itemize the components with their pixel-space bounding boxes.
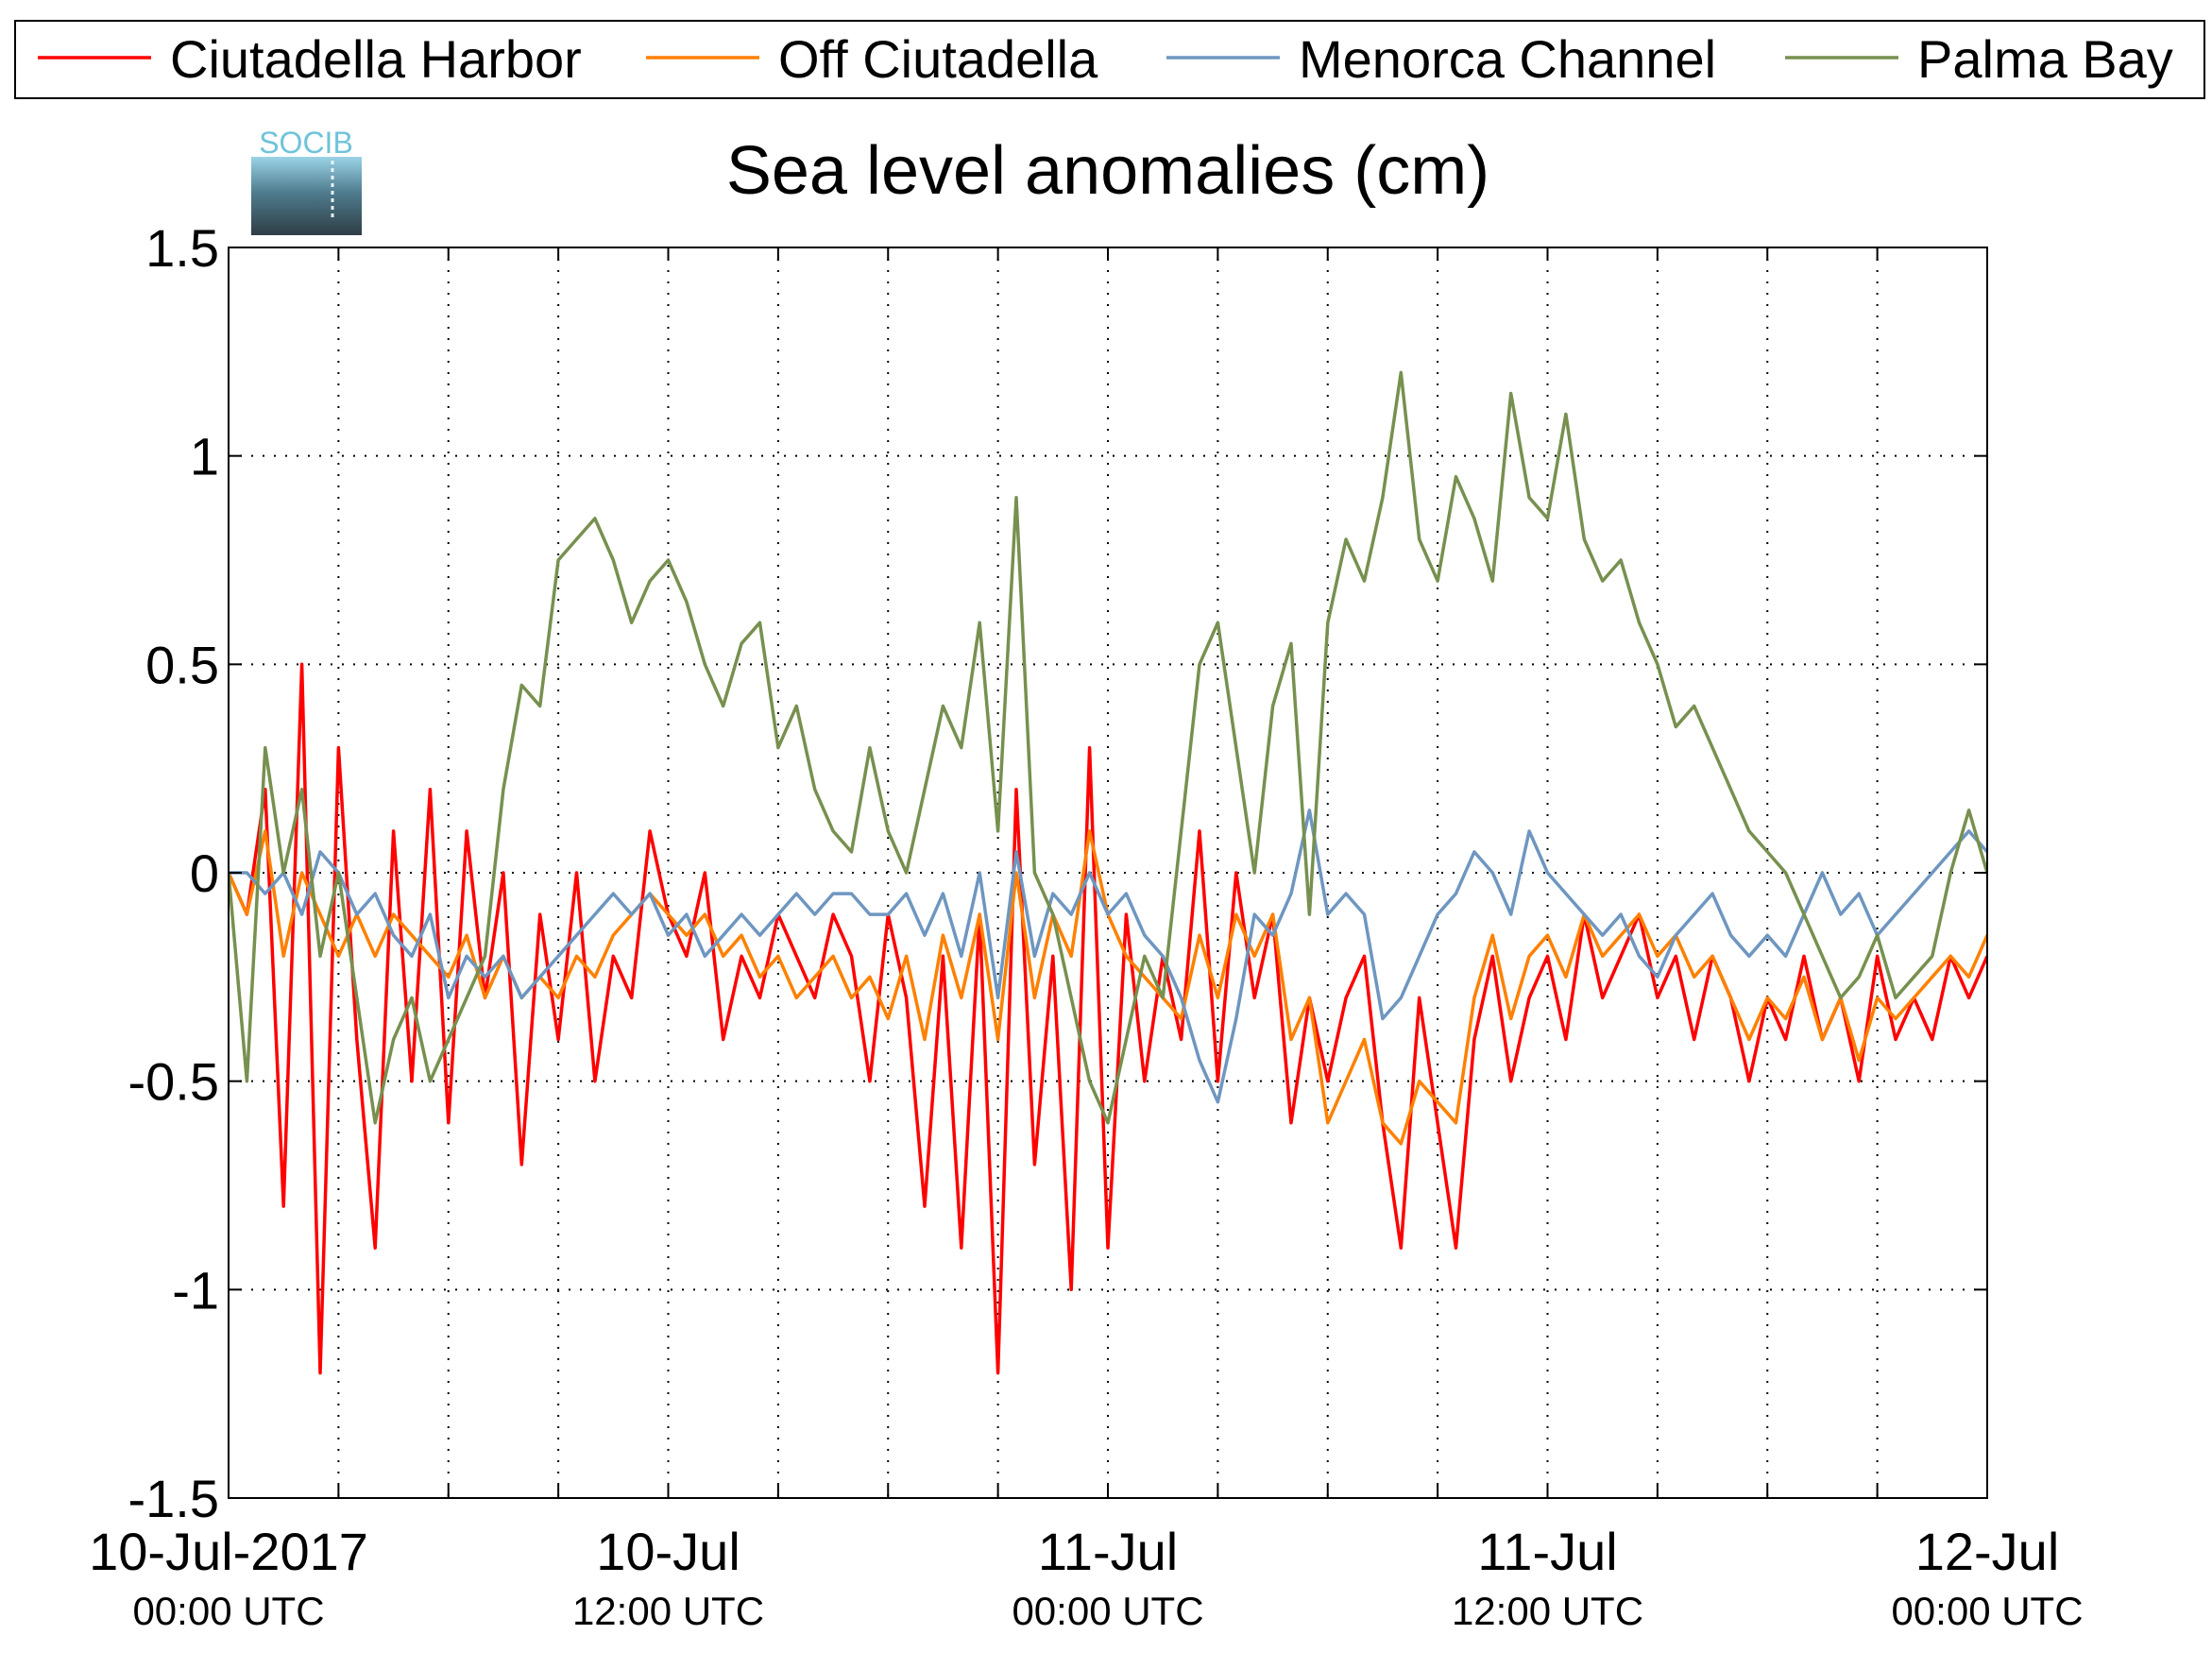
series-line-palma-bay: [229, 370, 1987, 1125]
x-tick-label-time: 12:00 UTC: [1452, 1589, 1643, 1633]
legend-items: Ciutadella Harbor Off Ciutadella Menorca C…: [38, 29, 2173, 89]
y-axis: 1.5 1 0.5 0 -0.5 -1 -1.5: [128, 218, 1987, 1528]
y-tick-label: 0: [190, 843, 219, 903]
legend-label: Off Ciutadella: [778, 29, 1098, 89]
logo-wave-block: [251, 157, 362, 235]
legend-label: Palma Bay: [1917, 29, 2173, 89]
x-axis: 10-Jul-2017 00:00 UTC 10-Jul 12:00 UTC 11-Ju…: [89, 247, 2084, 1633]
series-lines: [229, 370, 1987, 1375]
y-tick-label: -0.5: [128, 1052, 220, 1112]
series-line-menorca-channel: [229, 809, 1987, 1104]
y-tick-label: -1.5: [128, 1469, 220, 1528]
logo-text: SOCIB: [259, 126, 353, 160]
x-tick-label-date: 11-Jul: [1477, 1522, 1617, 1581]
legend-label: Ciutadella Harbor: [170, 29, 582, 89]
legend-box: [14, 20, 2205, 99]
y-tick-label: 1: [190, 427, 219, 486]
x-tick-label-time: 00:00 UTC: [1012, 1589, 1203, 1633]
x-tick-label-date: 12-Jul: [1915, 1522, 2060, 1581]
legend-label: Menorca Channel: [1299, 29, 1716, 89]
x-tick-label-date: 10-Jul-2017: [89, 1522, 368, 1581]
x-tick-label-date: 10-Jul: [596, 1522, 740, 1581]
chart-title: Sea level anomalies (cm): [726, 133, 1489, 209]
x-tick-label-time: 00:00 UTC: [1891, 1589, 2083, 1633]
socib-logo: SOCIB: [251, 126, 362, 235]
series-line-ciutadella-harbor: [229, 662, 1987, 1375]
x-tick-label-time: 00:00 UTC: [132, 1589, 324, 1633]
y-tick-label: 1.5: [145, 218, 219, 278]
x-tick-label-time: 12:00 UTC: [572, 1589, 764, 1633]
x-tick-label-date: 11-Jul: [1038, 1522, 1178, 1581]
y-tick-label: -1: [172, 1260, 219, 1320]
y-tick-label: 0.5: [145, 635, 219, 694]
legend: Ciutadella Harbor Off Ciutadella Menorca C…: [14, 20, 2205, 99]
